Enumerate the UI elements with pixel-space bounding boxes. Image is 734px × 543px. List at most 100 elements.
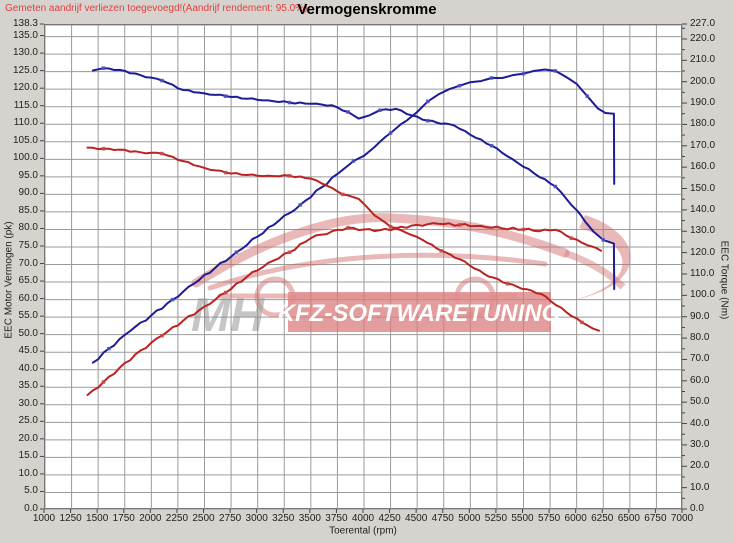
y-left-tick-label: 138.3	[12, 18, 38, 29]
data-point-marker	[340, 192, 345, 197]
y-left-tick-label: 135.0	[12, 29, 38, 41]
data-point-marker	[346, 225, 350, 230]
data-point-marker	[388, 224, 393, 229]
data-point-marker	[287, 250, 292, 255]
y-left-tick-label: 5.0	[24, 485, 38, 497]
y-right-tick-label: 130.0	[690, 225, 716, 237]
x-tick-label: 5000	[458, 513, 481, 524]
watermark-banner-text: KFZ-SOFTWARETUNING	[278, 300, 561, 327]
x-tick-label: 2250	[165, 513, 189, 524]
y-axis-title-right: EEC Torque (Nm)	[718, 240, 730, 320]
data-point-marker	[298, 203, 302, 207]
y-left-tick-label: 35.0	[18, 380, 38, 392]
x-tick-label: 1500	[86, 513, 109, 524]
data-point-marker	[505, 281, 510, 286]
y-left-tick-label: 85.0	[18, 204, 38, 216]
x-axis-title: Toerental (rpm)	[329, 525, 397, 537]
chart-title: Vermogenskromme	[297, 1, 437, 18]
x-tick-label: 4500	[405, 513, 428, 524]
y-right-tick-label: 180.0	[690, 118, 716, 130]
data-point-marker	[287, 100, 292, 105]
x-tick-label: 6750	[644, 513, 667, 524]
y-right-tick-label: 227.0	[690, 18, 716, 29]
x-tick-label: 3250	[272, 513, 295, 524]
x-tick-label: 1000	[32, 513, 56, 524]
x-tick-label: 2000	[139, 513, 162, 524]
data-point-marker	[101, 146, 106, 151]
data-point-marker	[160, 151, 164, 156]
y-left-tick-label: 50.0	[18, 327, 38, 339]
x-tick-label: 6500	[617, 513, 640, 524]
x-tick-label: 4250	[378, 513, 401, 524]
y-right-tick-label: 190.0	[690, 97, 716, 109]
y-left-tick-label: 95.0	[18, 169, 38, 181]
y-right-tick-label: 70.0	[690, 353, 710, 365]
y-left-tick-label: 75.0	[18, 239, 38, 251]
data-point-marker	[489, 143, 494, 148]
x-tick-label: 5500	[511, 513, 534, 524]
data-point-marker	[160, 333, 164, 338]
data-point-marker	[388, 131, 393, 135]
y-left-tick-label: 110.0	[13, 117, 38, 129]
data-point-marker	[553, 69, 558, 73]
x-tick-label: 2500	[192, 513, 215, 524]
y-left-tick-label: 115.0	[13, 99, 38, 111]
torque-curve-red	[86, 146, 600, 332]
y-right-tick-label: 170.0	[690, 139, 716, 151]
data-point-marker	[160, 78, 164, 83]
y-right-tick-label: 80.0	[690, 332, 710, 344]
data-point-marker	[439, 249, 443, 253]
y-left-tick-label: 100.0	[12, 152, 38, 164]
y-left-tick-label: 105.0	[12, 134, 38, 146]
x-tick-label: 3750	[325, 513, 348, 524]
data-point-marker	[346, 110, 350, 114]
data-point-marker	[234, 250, 239, 255]
data-point-marker	[521, 71, 526, 76]
x-tick-label: 1750	[112, 513, 135, 524]
y-right-tick-label: 40.0	[690, 417, 710, 429]
y-left-tick-label: 120.0	[12, 82, 38, 94]
data-point-marker	[107, 346, 111, 351]
y-left-tick-label: 30.0	[18, 397, 38, 409]
y-axis-title-left: EEC Motor Vermogen (pk)	[3, 221, 15, 339]
x-tick-label: 5250	[484, 513, 508, 524]
data-point-marker	[223, 290, 228, 295]
y-left-tick-label: 80.0	[18, 222, 38, 234]
y-left-tick-label: 70.0	[18, 257, 38, 269]
x-tick-label: 4000	[351, 513, 375, 524]
y-right-tick-label: 160.0	[690, 161, 716, 173]
y-right-tick-label: 110.0	[690, 267, 715, 279]
drivetrain-loss-note: Gemeten aandrijf verliezen toegevoegd!(A…	[5, 3, 308, 14]
y-right-tick-label: 140.0	[690, 203, 716, 215]
y-right-tick-label: 20.0	[690, 460, 710, 472]
y-right-tick-label: 150.0	[690, 182, 716, 194]
x-tick-label: 3000	[245, 513, 268, 524]
data-point-marker	[580, 320, 584, 325]
x-tick-label: 4750	[431, 513, 454, 524]
y-left-tick-label: 15.0	[18, 450, 38, 462]
data-point-marker	[601, 238, 606, 242]
data-point-marker	[457, 83, 462, 88]
y-left-tick-label: 90.0	[18, 187, 38, 199]
y-right-tick-label: 30.0	[690, 438, 710, 450]
y-right-tick-label: 100.0	[690, 289, 716, 301]
y-right-tick-label: 120.0	[690, 246, 716, 258]
data-point-marker	[553, 184, 558, 189]
y-left-tick-label: 20.0	[18, 432, 38, 444]
data-point-marker	[287, 174, 292, 178]
torque-curve-blue	[91, 66, 616, 291]
watermark-initials: MH	[191, 288, 265, 341]
data-point-marker	[489, 76, 494, 80]
y-right-tick-label: 200.0	[690, 75, 716, 87]
y-right-tick-label: 0.0	[690, 503, 704, 514]
x-tick-label: 3500	[298, 513, 321, 524]
x-tick-label: 6250	[591, 513, 614, 524]
y-left-tick-label: 65.0	[18, 275, 38, 287]
data-point-marker	[223, 170, 228, 175]
x-tick-label: 6000	[564, 513, 587, 524]
y-left-tick-label: 25.0	[18, 415, 38, 427]
data-point-marker	[378, 108, 382, 113]
data-point-marker	[426, 99, 430, 104]
data-point-marker	[101, 66, 106, 70]
